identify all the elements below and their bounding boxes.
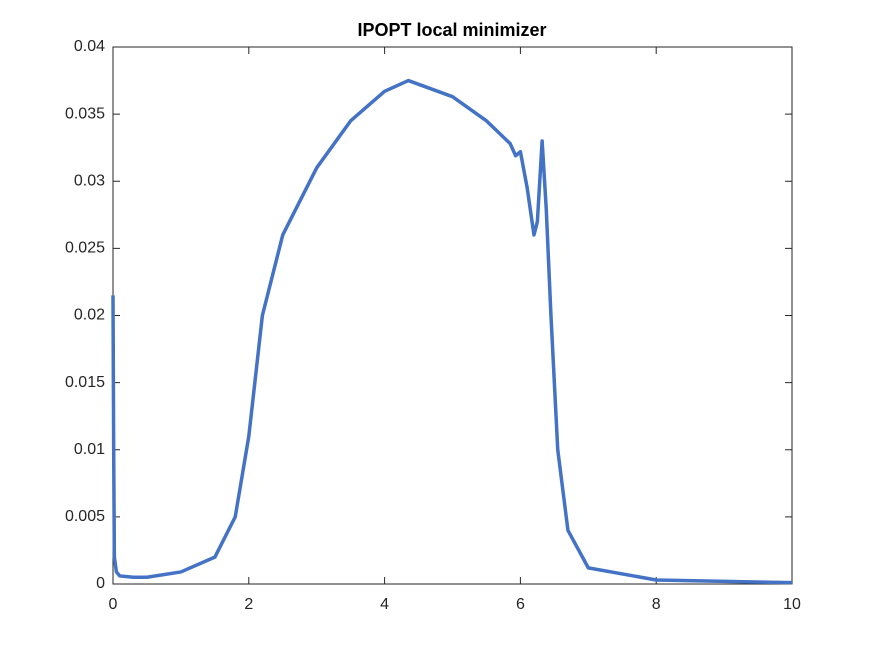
axes-box	[112, 46, 793, 585]
y-tick-label: 0.035	[65, 105, 105, 122]
y-tick-label: 0	[96, 575, 105, 592]
data-line	[111, 78, 793, 585]
y-tick-label: 0.025	[65, 240, 105, 257]
x-tick-label: 0	[109, 596, 118, 613]
chart-title: IPOPT local minimizer	[357, 20, 546, 40]
x-tick-label: 2	[244, 596, 253, 613]
x-tick-label: 8	[652, 596, 661, 613]
y-tick-label: 0.015	[65, 374, 105, 391]
x-tick-label: 4	[380, 596, 389, 613]
y-tick-label: 0.005	[65, 508, 105, 525]
y-tick-label: 0.04	[74, 38, 105, 55]
x-tick-label: 6	[516, 596, 525, 613]
y-tick-label: 0.01	[74, 441, 105, 458]
x-tick-label: 10	[783, 596, 801, 613]
y-tick-label: 0.03	[74, 172, 105, 189]
y-tick-label: 0.02	[74, 307, 105, 324]
